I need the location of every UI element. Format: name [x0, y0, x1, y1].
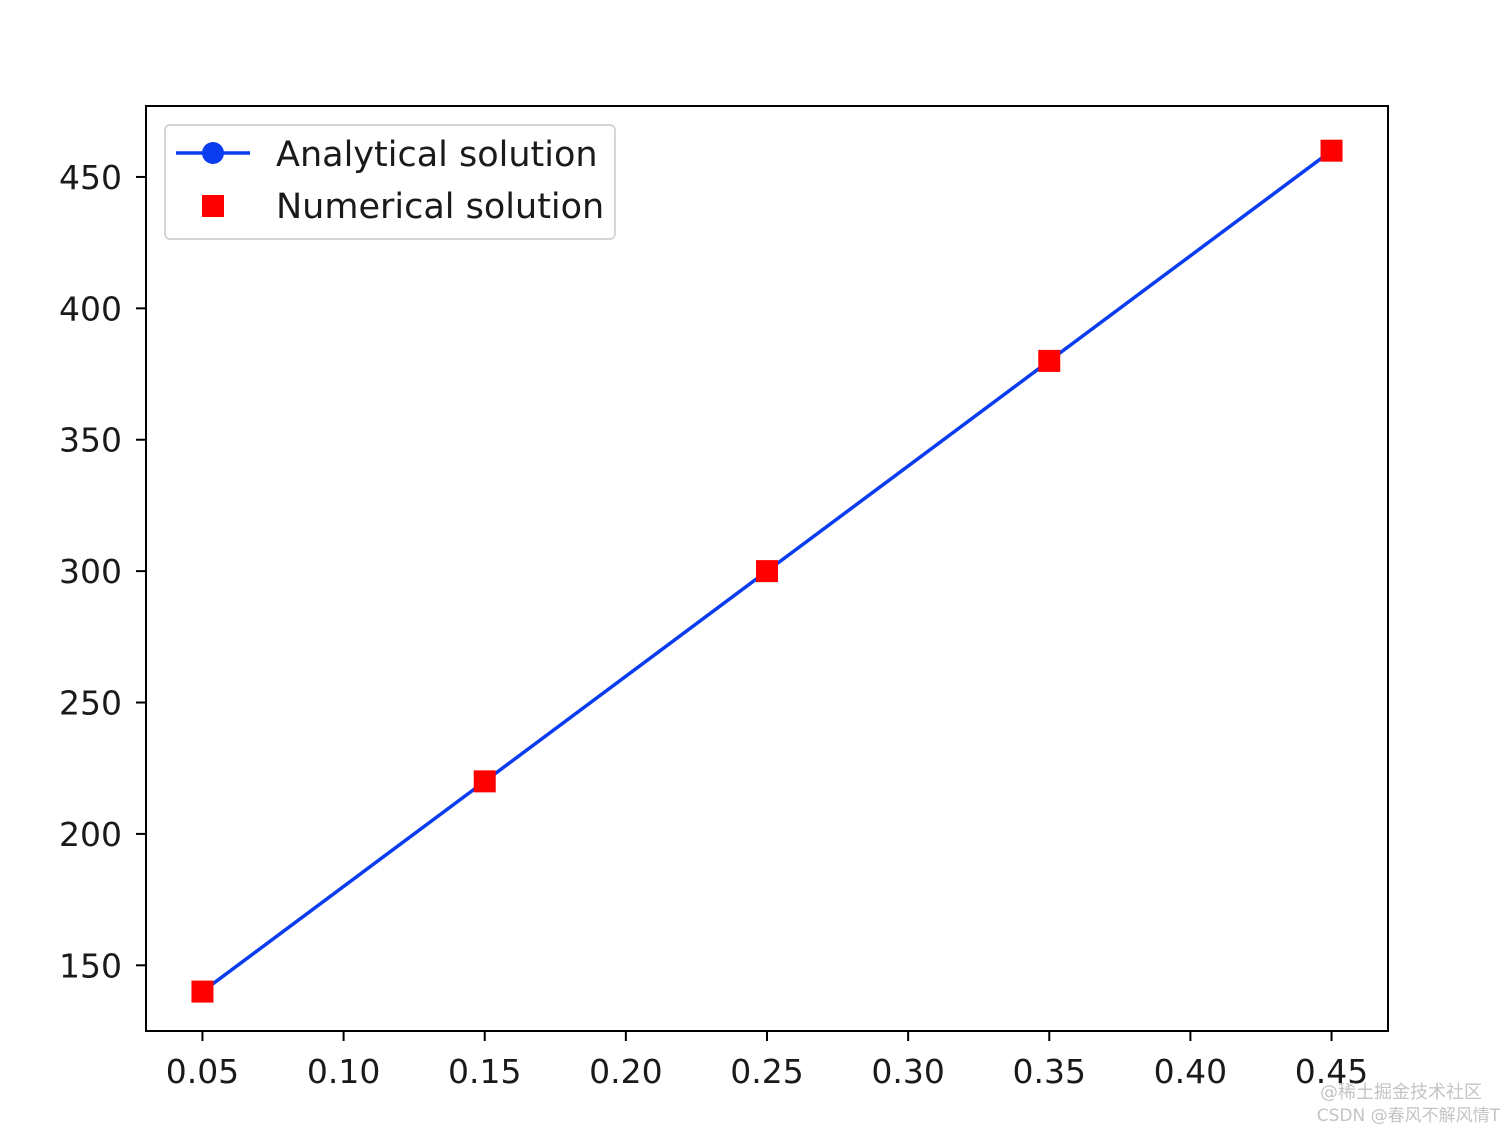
watermark-juejin: @稀土掘金技术社区 — [1320, 1082, 1482, 1103]
x-tick-label: 0.40 — [1154, 1052, 1227, 1091]
numerical-solution-point — [473, 770, 496, 793]
x-tick-label: 0.35 — [1013, 1052, 1086, 1091]
x-tick-label: 0.10 — [307, 1052, 380, 1091]
numerical-solution-point — [1038, 349, 1061, 372]
numerical-solution-point — [191, 980, 214, 1003]
legend-square-marker-icon — [202, 195, 224, 217]
numerical-solution-point — [1320, 139, 1343, 162]
legend-label-numerical: Numerical solution — [276, 187, 604, 227]
y-tick-label: 450 — [59, 158, 122, 197]
x-axis: 0.05 0.10 0.15 0.20 0.25 0.30 0.35 0.40 0.45 — [166, 1031, 1368, 1091]
x-tick-label: 0.25 — [730, 1052, 803, 1091]
y-tick-label: 300 — [59, 552, 122, 591]
y-tick-label: 350 — [59, 421, 122, 460]
x-tick-label: 0.45 — [1295, 1052, 1368, 1091]
plot-series — [191, 139, 1343, 1003]
legend-circle-marker-icon — [202, 142, 224, 164]
legend: Analytical solution Numerical solution — [164, 124, 616, 240]
y-tick-label: 150 — [59, 946, 122, 985]
x-tick-label: 0.15 — [448, 1052, 521, 1091]
x-tick-label: 0.20 — [589, 1052, 662, 1091]
legend-box — [164, 124, 616, 240]
y-tick-label: 400 — [59, 289, 122, 328]
watermark-csdn: CSDN @春风不解风情T — [1316, 1106, 1500, 1126]
y-axis: 150 200 250 300 350 400 450 — [59, 158, 146, 985]
numerical-solution-point — [756, 560, 778, 583]
x-tick-label: 0.30 — [871, 1052, 944, 1091]
y-tick-label: 200 — [59, 815, 122, 854]
x-tick-label: 0.05 — [166, 1052, 239, 1091]
y-tick-label: 250 — [59, 684, 122, 723]
legend-label-analytical: Analytical solution — [276, 135, 598, 175]
plot-frame — [145, 105, 1389, 1032]
